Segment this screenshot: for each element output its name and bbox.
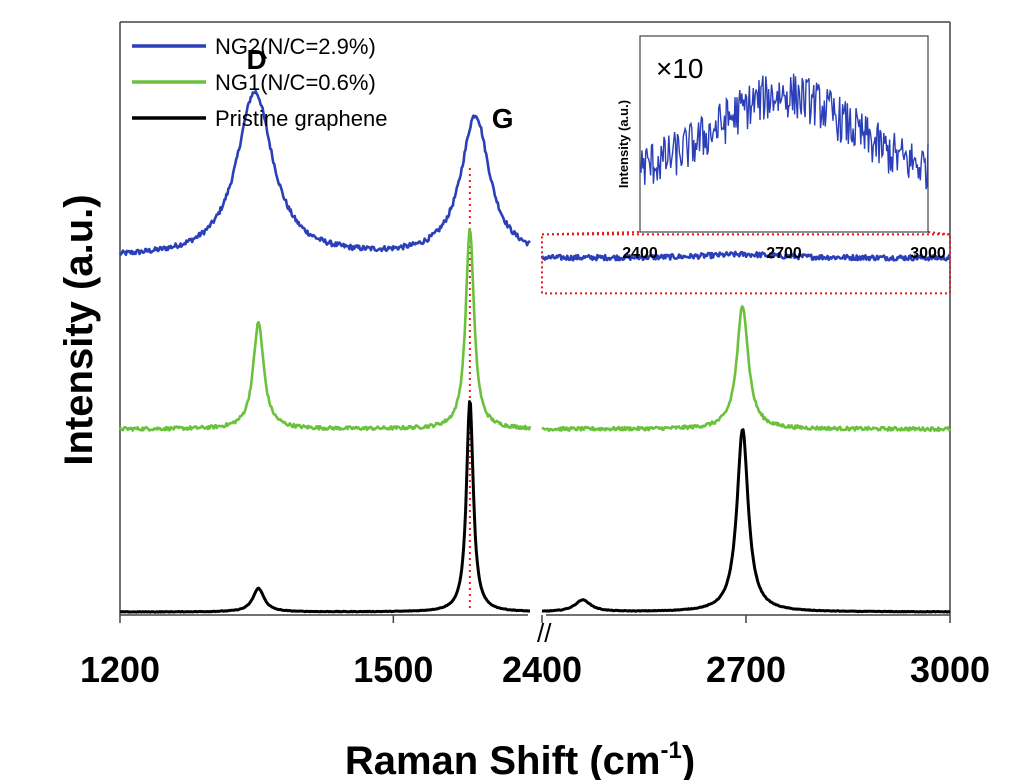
x-axis-title: Raman Shift (cm-1) [345, 737, 695, 780]
x-tick-label-2400: 2400 [502, 649, 582, 690]
zoom-box [541, 233, 951, 295]
inset-y-axis-title: Intensity (a.u.) [616, 100, 631, 188]
inset-series [639, 73, 929, 190]
series-group [118, 89, 952, 614]
zoom-box-group [541, 231, 951, 295]
zoom-connector-left [541, 231, 641, 236]
series-line-3-segment-2 [541, 428, 951, 614]
inset-multiplier: ×10 [656, 53, 704, 84]
series-line-3-segment-1 [119, 400, 531, 614]
legend-label-1: NG2(N/C=2.9%) [215, 34, 376, 59]
x-tick-label-1500: 1500 [353, 649, 433, 690]
inset-x-tick-2700: 2700 [766, 245, 802, 262]
series-line-1-segment-2 [540, 250, 951, 262]
series-line-2-segment-1 [118, 227, 532, 432]
x-tick-labels: 1200 1500 2400 2700 3000 [80, 649, 990, 690]
legend-label-2: NG1(N/C=0.6%) [215, 70, 376, 95]
x-tick-label-3000: 3000 [910, 649, 990, 690]
zoom-connector-right [927, 231, 951, 236]
x-axis-title-text: Raman Shift (cm [345, 739, 661, 780]
x-axis-title-close: ) [682, 739, 695, 780]
inset-line [639, 73, 929, 190]
inset-x-tick-labels: 2400 2700 3000 [622, 245, 946, 262]
y-axis-title: Intensity (a.u.) [57, 194, 101, 465]
axis-break-mark: // [537, 618, 552, 648]
legend: NG2(N/C=2.9%) NG1(N/C=0.6%) Pristine graph… [132, 34, 387, 131]
inset-x-tick-3000: 3000 [910, 245, 946, 262]
series-line-1-segment-1 [118, 89, 531, 257]
x-axis-title-superscript: -1 [660, 737, 681, 764]
legend-label-3: Pristine graphene [215, 106, 387, 131]
peak-label-d: D [247, 44, 267, 75]
inset-plot: ×10 Intensity (a.u.) 2400 2700 3000 [616, 35, 946, 262]
axes-frame [119, 21, 951, 623]
x-tick-label-2700: 2700 [706, 649, 786, 690]
x-tick-label-1200: 1200 [80, 649, 160, 690]
series-line-2-segment-2 [541, 305, 952, 433]
inset-x-tick-2400: 2400 [622, 245, 658, 262]
peak-label-g: G [492, 103, 514, 134]
